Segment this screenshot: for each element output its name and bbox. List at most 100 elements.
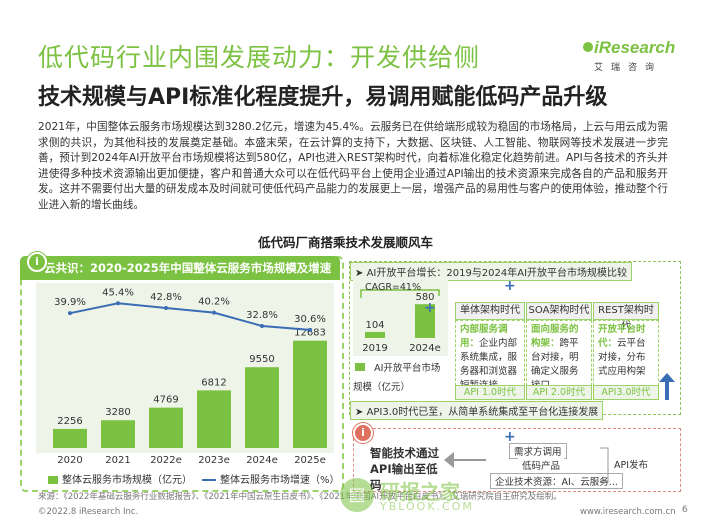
ai-bar-value: 104: [365, 320, 384, 331]
legend-line-swatch: [202, 479, 216, 481]
left-banner: [20, 256, 340, 280]
flow-bracket: [600, 447, 609, 483]
plus-icon: +: [504, 429, 516, 445]
up-arrow-icon: [659, 373, 675, 400]
rate-label: 40.2%: [198, 297, 230, 308]
footer-copyright: ©2022.8 iResearch Inc.: [38, 507, 139, 517]
cagr-bracket: [360, 289, 440, 298]
flow-enterprise: 企业技术资源：AI、云服务...: [490, 473, 623, 489]
smart-tech-text: 智能技术通过API输出至低码: [370, 446, 439, 492]
col-body-rest: 开放平台时代：云平台对接，分布式应用构架: [593, 320, 659, 386]
bar-2020: [53, 428, 87, 448]
col-body-soa: 面向服务的构架：跨平台对接，明确定义服务接口: [526, 320, 592, 391]
x-tick-label: 2023e: [198, 455, 230, 466]
logo-leaf-icon: [583, 42, 593, 52]
ai-growth-banner-text: AI开放平台增长：2019与2024年AI开放平台市场规模比较: [366, 268, 628, 279]
cloud-chart-background: [36, 283, 334, 453]
bar-2023e: [197, 390, 231, 448]
left-arrow-icon: [444, 452, 486, 468]
bar-value-label: 12683: [294, 328, 326, 339]
cagr-label: CAGR=41%: [365, 282, 422, 293]
col-head-monolith: 单体架构时代: [455, 302, 525, 320]
bar-value-label: 9550: [249, 354, 274, 365]
col-body-monolith: 内部服务调用：企业内部系统集成，服务器和浏览器短暂连接: [455, 320, 525, 391]
bar-value-label: 2256: [57, 416, 82, 427]
col-body-highlight: 面向服务的构架：: [531, 324, 579, 349]
logo-text: iResearch: [594, 38, 676, 57]
page-number: 6: [682, 505, 688, 515]
ai-legend-swatch: [355, 362, 365, 371]
col-body-highlight: 开放平台时代：: [598, 324, 646, 349]
logo-subtext: 艾瑞咨询: [594, 63, 663, 73]
ai-market-chart: 104 2019 580 2024e: [360, 289, 441, 354]
body-paragraph: 2021年，中国整体云服务市场规模达到3280.2亿元，增速为45.4%。云服务…: [38, 121, 668, 211]
x-tick-label: 2025e: [294, 455, 326, 466]
plus-icon: +: [504, 278, 516, 294]
api-tag-1: API 1.0时代: [455, 385, 525, 400]
x-tick-label: 2024e: [246, 455, 278, 466]
iresearch-logo: iResearch 艾瑞咨询: [582, 38, 675, 73]
rate-point-2025e: [308, 327, 312, 332]
watermark: ▤ 研报之家 YBLOOK.COM: [340, 476, 530, 518]
rate-point-2024e: [260, 323, 264, 328]
section-title: 低代码厂商搭乘技术发展顺风车: [258, 235, 434, 250]
ai-bar-2019: [365, 331, 385, 338]
rate-label: 32.8%: [246, 310, 278, 321]
ai-bar-value: 580: [415, 292, 434, 303]
api-tag-3: API3.0时代: [593, 385, 659, 400]
info-icon: i: [353, 423, 373, 443]
rate-label: 42.8%: [150, 292, 182, 303]
col-head-rest: REST架构时代: [593, 302, 659, 332]
bar-value-label: 4769: [153, 395, 178, 406]
legend-bar-item: 整体云服务市场规模（亿元）: [48, 471, 192, 486]
ai-growth-banner: ➤ AI开放平台增长：2019与2024年AI开放平台市场规模比较: [350, 262, 633, 281]
rate-label: 45.4%: [102, 287, 134, 298]
rate-point-2023e: [212, 310, 216, 315]
ai-legend-label: AI开放平台市场规模（亿元）: [353, 363, 441, 393]
bar-value-label: 3280: [105, 407, 130, 418]
page-subtitle: 技术规模与API标准化程度提升，易调用赋能低码产品升级: [38, 85, 608, 110]
ai-x-tick: 2024e: [409, 343, 441, 354]
api3-note: ➤ API3.0时代已至，从简单系统集成至平台化连接发展: [350, 401, 604, 420]
x-tick-label: 2021: [105, 455, 130, 466]
rate-line: [69, 302, 311, 331]
footer-site: www.iresearch.com.cn: [580, 507, 676, 517]
rate-point-2022e: [164, 305, 168, 310]
legend-bar-label: 整体云服务市场规模（亿元）: [62, 475, 192, 486]
rate-label: 39.9%: [54, 297, 86, 308]
watermark-main: 研报之家: [380, 480, 460, 504]
legend-bar-swatch: [48, 476, 58, 484]
ai-bar-2024e: [415, 304, 435, 338]
cloud-market-chart: 2256 2020 39.9% 3280 2021 45.4% 4769 2022e 42.8%…: [53, 287, 327, 466]
x-tick-label: 2022e: [150, 455, 182, 466]
info-icon: i: [27, 252, 47, 272]
plus-icon: +: [424, 300, 436, 316]
flow-product: 低码产品: [518, 458, 565, 472]
watermark-logo-icon: ▤: [340, 478, 374, 512]
left-banner-title: 云共识：2020-2025年中国整体云服务市场规模及增速: [44, 261, 332, 275]
watermark-sub: YBLOOK.COM: [380, 500, 474, 513]
rate-point-2021: [116, 301, 120, 306]
col-head-soa: SOA架构时代: [526, 302, 592, 320]
ai-legend: AI开放平台市场规模（亿元）: [353, 356, 448, 394]
flow-demand: 需求方调用: [509, 443, 567, 459]
api-flow-box: [353, 428, 681, 492]
api3-note-text: API3.0时代已至，从简单系统集成至平台化连接发展: [366, 407, 599, 418]
rate-point-2020: [68, 311, 72, 316]
api-tag-2: API 2.0时代: [526, 385, 592, 400]
bar-2022e: [149, 407, 183, 448]
legend-line-label: 整体云服务市场增速（%）: [220, 475, 340, 486]
flow-publish: API发布: [614, 460, 649, 471]
bar-2021: [101, 420, 135, 448]
bar-2025e: [293, 340, 327, 448]
footer-source: 来源：《2022年基础云服务行业数据报告》、《2021年中国云原生白皮书》、《2…: [38, 492, 562, 502]
legend-line-item: 整体云服务市场增速（%）: [202, 471, 340, 486]
bar-value-label: 6812: [201, 377, 226, 388]
rate-label: 30.6%: [294, 314, 326, 325]
col-body-text: 云平台对接，分布式应用构架: [598, 338, 646, 377]
col-body-highlight: 内部服务调用：: [460, 324, 508, 349]
x-tick-label: 2020: [57, 455, 82, 466]
ai-x-tick: 2019: [362, 343, 387, 354]
page-title: 低代码行业内围发展动力：开发供给侧: [38, 43, 481, 72]
bar-2024e: [245, 367, 279, 448]
